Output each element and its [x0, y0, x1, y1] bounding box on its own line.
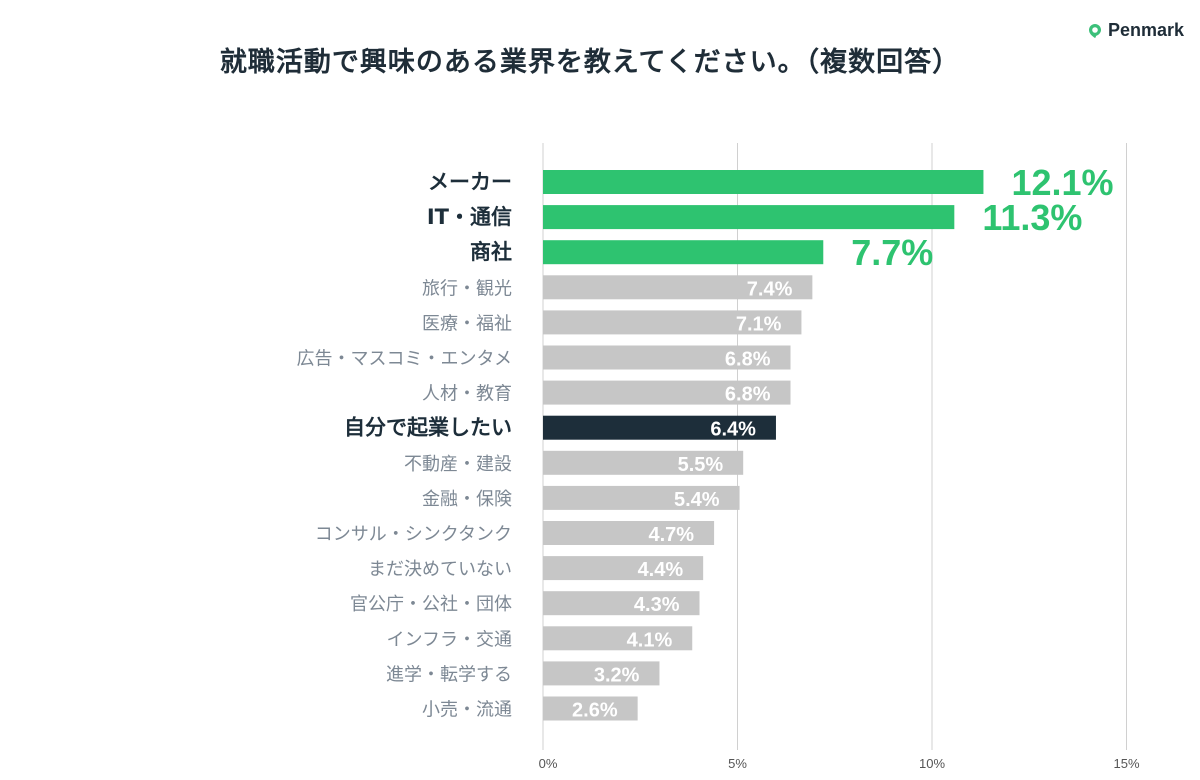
bar — [543, 415, 776, 440]
category-label: 商社 — [470, 240, 512, 264]
bar — [543, 345, 791, 370]
chart-title: 就職活動で興味のある業界を教えてください。（複数回答） — [219, 47, 961, 78]
category-label: 人材・教育 — [422, 384, 512, 405]
category-label: 旅行・観光 — [422, 278, 512, 299]
bar — [543, 556, 704, 581]
bar — [543, 240, 824, 265]
data-label: 3.2% — [594, 664, 640, 686]
category-label: 自分で起業したい — [344, 416, 512, 440]
category-label: 不動産・建設 — [404, 454, 512, 475]
data-label: 7.7% — [851, 232, 933, 273]
data-label: 5.4% — [674, 489, 720, 511]
data-label: 7.4% — [747, 278, 793, 300]
logo-text: Penmark — [1107, 20, 1184, 40]
category-label: インフラ・交通 — [387, 629, 512, 650]
data-label: 6.8% — [725, 384, 771, 406]
data-label: 4.1% — [627, 629, 673, 651]
data-label: 5.5% — [678, 454, 724, 476]
data-label: 6.8% — [725, 349, 771, 371]
bar — [543, 591, 700, 616]
bar — [543, 275, 813, 300]
category-label: コンサル・シンクタンク — [315, 524, 512, 545]
x-tick-label: 5% — [728, 756, 747, 771]
data-label: 12.1% — [1011, 162, 1113, 203]
bar — [543, 310, 802, 335]
penmark-logo: Penmark — [1088, 20, 1184, 41]
bar — [543, 626, 693, 651]
data-label: 6.4% — [710, 419, 756, 441]
x-tick-label: 15% — [1113, 756, 1139, 771]
category-label: 小売・流通 — [422, 700, 512, 721]
bar — [543, 696, 638, 721]
category-label: 官公庁・公社・団体 — [350, 594, 512, 615]
data-label: 2.6% — [572, 700, 618, 722]
bar — [543, 485, 740, 510]
bar — [543, 170, 984, 194]
bar — [543, 450, 744, 475]
bar — [543, 521, 715, 545]
bar — [543, 205, 955, 230]
bar — [543, 380, 791, 405]
category-label: 医療・福祉 — [422, 313, 512, 334]
category-label: メーカー — [428, 170, 512, 194]
category-label: 進学・転学する — [386, 664, 512, 685]
category-label: 金融・保険 — [422, 489, 512, 510]
map-pin-icon — [1088, 23, 1101, 38]
category-label: 広告・マスコミ・エンタメ — [297, 349, 512, 370]
data-label: 11.3% — [982, 197, 1082, 238]
data-label: 7.1% — [736, 313, 782, 335]
data-label: 4.4% — [638, 559, 684, 581]
x-tick-label: 0% — [539, 756, 558, 771]
bar — [543, 661, 660, 686]
data-label: 4.7% — [648, 524, 694, 546]
category-label: まだ決めていない — [368, 559, 512, 580]
category-label: IT・通信 — [427, 205, 512, 229]
x-tick-label: 10% — [919, 756, 945, 771]
data-label: 4.3% — [634, 594, 680, 616]
